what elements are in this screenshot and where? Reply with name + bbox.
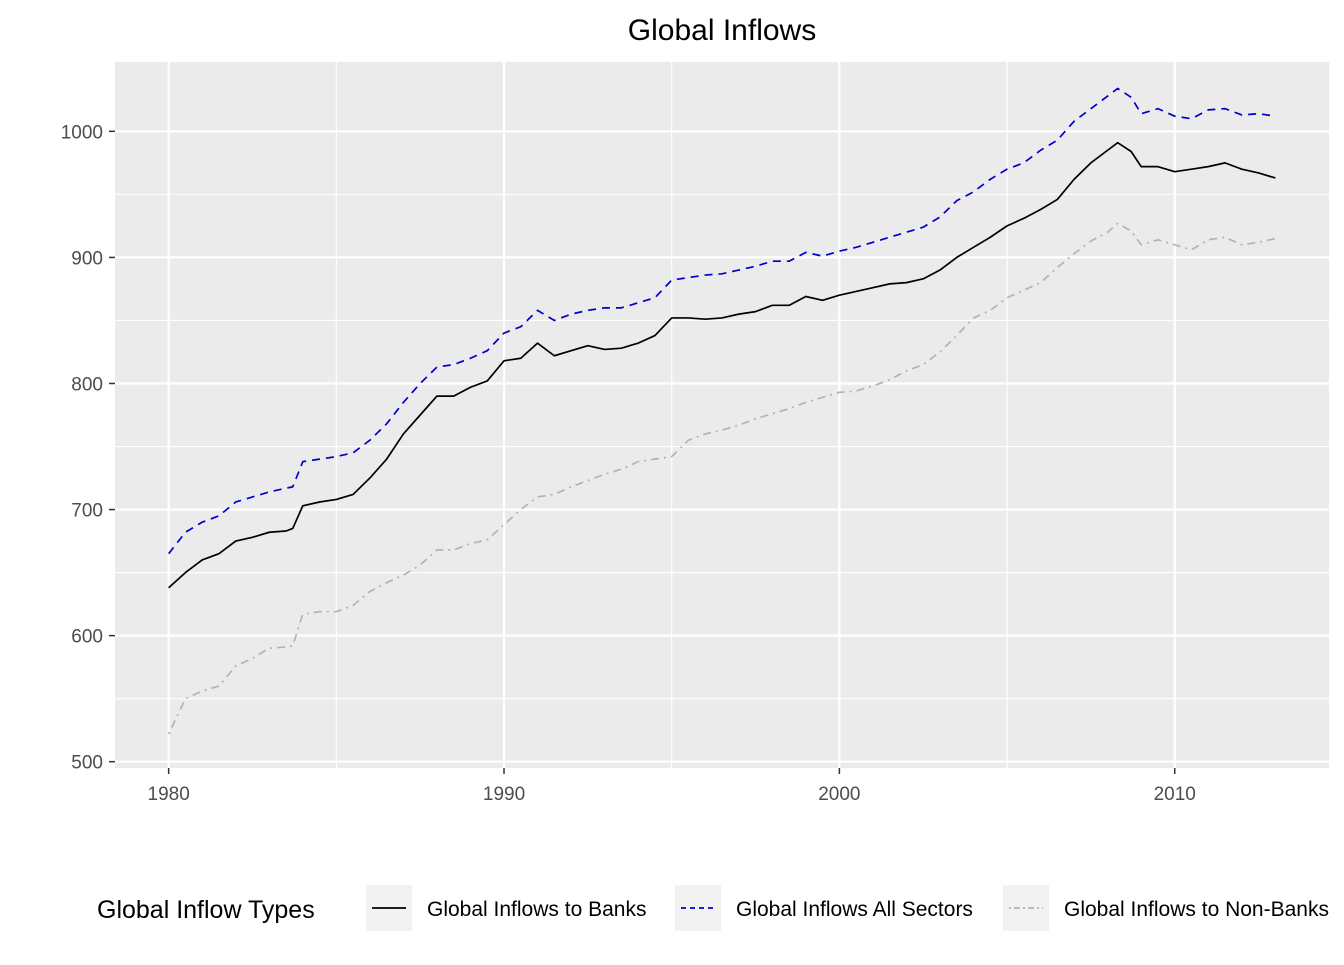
legend: Global Inflow Types Global Inflows to Ba… bbox=[97, 885, 1329, 931]
y-axis: 500 600 700 800 900 1000 bbox=[61, 122, 115, 774]
legend-label: Global Inflows All Sectors bbox=[736, 898, 973, 921]
y-tick-label: 1000 bbox=[61, 122, 103, 143]
legend-label: Global Inflows to Non-Banks bbox=[1064, 898, 1329, 921]
series-lines bbox=[167, 87, 1276, 735]
chart-title: Global Inflows bbox=[628, 14, 816, 47]
x-tick-label: 1990 bbox=[483, 784, 525, 805]
y-tick-label: 800 bbox=[71, 374, 103, 395]
legend-title: Global Inflow Types bbox=[97, 896, 315, 924]
y-tick-label: 900 bbox=[71, 248, 103, 269]
x-axis: 1980 1990 2000 2010 bbox=[148, 768, 1196, 805]
plot-panel bbox=[115, 62, 1329, 768]
x-tick-label: 2000 bbox=[818, 784, 860, 805]
series-line-1 bbox=[168, 141, 1276, 589]
y-tick-label: 600 bbox=[71, 627, 103, 648]
y-tick-label: 500 bbox=[71, 753, 103, 774]
x-tick-label: 2010 bbox=[1154, 784, 1196, 805]
legend-items: Global Inflows to Banks Global Inflows Al… bbox=[366, 885, 1329, 931]
major-gridlines bbox=[115, 62, 1329, 768]
x-tick-label: 1980 bbox=[148, 784, 190, 805]
legend-label: Global Inflows to Banks bbox=[427, 898, 646, 921]
series-line-3 bbox=[167, 222, 1276, 735]
y-tick-label: 700 bbox=[71, 501, 103, 522]
series-line-2 bbox=[167, 87, 1276, 555]
minor-gridlines bbox=[115, 62, 1329, 768]
